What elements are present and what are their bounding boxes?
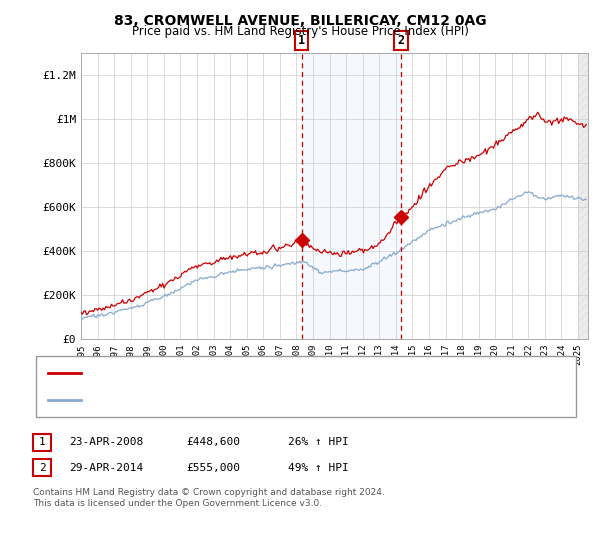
Text: 2: 2 <box>38 463 46 473</box>
Text: £448,600: £448,600 <box>186 437 240 447</box>
Text: 26% ↑ HPI: 26% ↑ HPI <box>288 437 349 447</box>
Text: 1: 1 <box>298 34 305 47</box>
Text: 83, CROMWELL AVENUE, BILLERICAY, CM12 0AG (detached house): 83, CROMWELL AVENUE, BILLERICAY, CM12 0A… <box>87 368 418 378</box>
Text: 23-APR-2008: 23-APR-2008 <box>69 437 143 447</box>
Bar <box>578 53 588 339</box>
Bar <box>302 53 401 339</box>
Text: Price paid vs. HM Land Registry's House Price Index (HPI): Price paid vs. HM Land Registry's House … <box>131 25 469 38</box>
Text: Contains HM Land Registry data © Crown copyright and database right 2024.
This d: Contains HM Land Registry data © Crown c… <box>33 488 385 508</box>
Text: HPI: Average price, detached house, Basildon: HPI: Average price, detached house, Basi… <box>87 395 314 405</box>
Text: 1: 1 <box>38 437 46 447</box>
Text: £555,000: £555,000 <box>186 463 240 473</box>
Text: 83, CROMWELL AVENUE, BILLERICAY, CM12 0AG: 83, CROMWELL AVENUE, BILLERICAY, CM12 0A… <box>113 14 487 28</box>
Text: 49% ↑ HPI: 49% ↑ HPI <box>288 463 349 473</box>
Text: 29-APR-2014: 29-APR-2014 <box>69 463 143 473</box>
Text: 2: 2 <box>398 34 405 47</box>
